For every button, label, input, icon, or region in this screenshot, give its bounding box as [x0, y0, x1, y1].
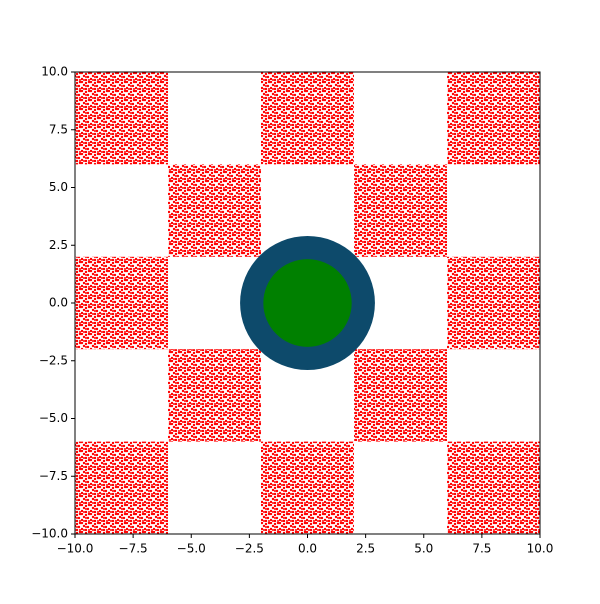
x-tick-label: −5.0 [177, 542, 206, 556]
point-region [75, 256, 168, 350]
y-tick-label: −5.0 [39, 411, 68, 425]
x-tick-label: −7.5 [119, 542, 148, 556]
point-region [75, 441, 168, 534]
x-tick-label: 2.5 [356, 542, 375, 556]
point-region [447, 72, 540, 165]
y-tick-label: −7.5 [39, 469, 68, 483]
y-tick-label: 7.5 [49, 122, 68, 136]
x-tick-label: 10.0 [527, 542, 554, 556]
point-cluster [263, 259, 352, 347]
point-region [168, 349, 261, 442]
x-tick-label: 0.0 [298, 542, 317, 556]
x-tick-label: −2.5 [235, 542, 264, 556]
point-region [447, 256, 540, 350]
y-tick-label: 2.5 [49, 238, 68, 252]
y-tick-label: 5.0 [49, 180, 68, 194]
point-region [261, 72, 354, 165]
x-tick-label: −10.0 [57, 542, 94, 556]
x-tick-label: 7.5 [472, 542, 491, 556]
point-region [75, 72, 168, 165]
point-region [354, 164, 447, 257]
y-tick-label: −2.5 [39, 353, 68, 367]
point-region [354, 349, 447, 442]
y-tick-label: −10.0 [31, 527, 68, 541]
x-tick-label: 5.0 [414, 542, 433, 556]
point-region [447, 441, 540, 534]
point-region [168, 164, 261, 257]
y-tick-label: 10.0 [41, 65, 68, 79]
point-region [261, 441, 354, 534]
y-tick-label: 0.0 [49, 296, 68, 310]
